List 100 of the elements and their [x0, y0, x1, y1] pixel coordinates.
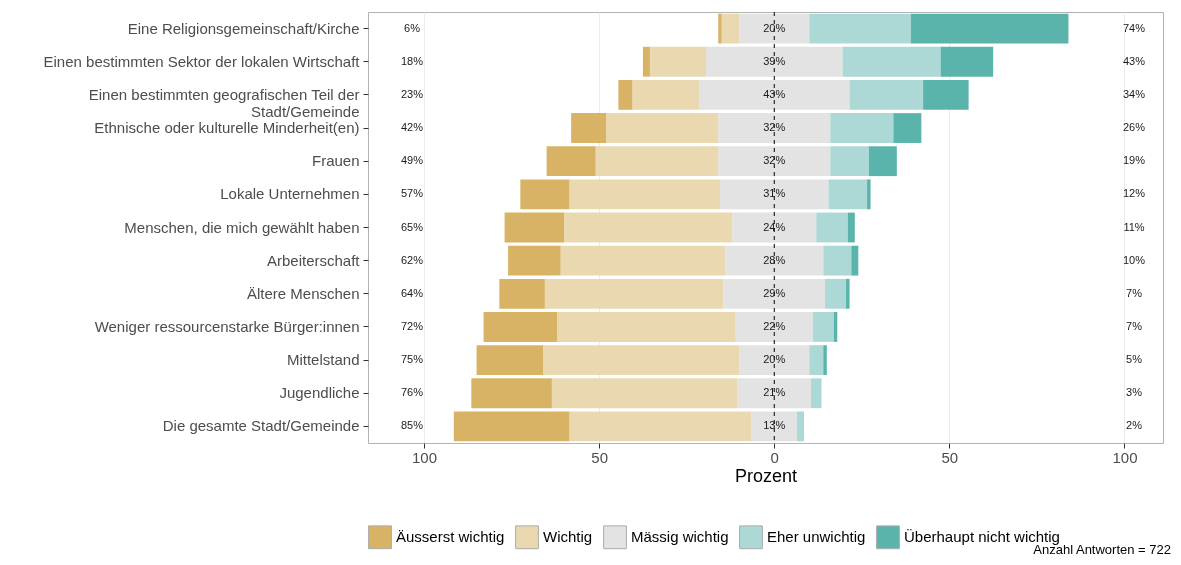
legend-label: Äusserst wichtig	[396, 528, 505, 546]
bar	[571, 113, 607, 143]
y-tick-label: Arbeiterschaft	[266, 251, 361, 269]
annotation: 49%	[400, 154, 424, 167]
annotation: 2%	[1126, 419, 1143, 432]
bar	[560, 245, 726, 276]
bar	[557, 312, 736, 342]
annotation: 20%	[763, 21, 786, 34]
bar	[851, 245, 859, 276]
bar	[618, 79, 633, 110]
annotation: 62%	[400, 253, 424, 266]
annotation: 42%	[400, 121, 424, 134]
bar	[564, 212, 733, 243]
bar	[476, 345, 544, 376]
bar	[816, 212, 848, 243]
annotation: 22%	[763, 319, 786, 332]
annotation: 31%	[763, 187, 786, 200]
x-tick-label: 0	[770, 448, 779, 466]
bar	[595, 146, 719, 177]
bar	[842, 46, 941, 77]
y-tick-label: Einen bestimmten geografischen Teil der Stadt/Gemeinde	[88, 85, 360, 120]
legend-label: Mässig wichtig	[631, 528, 729, 546]
bar	[471, 378, 552, 409]
bar	[504, 212, 565, 243]
x-tick-label: 50	[941, 448, 959, 466]
bar	[811, 378, 822, 409]
y-tick-label: Jugendliche	[279, 384, 360, 402]
y-tick-label: Die gesamte Stadt/Gemeinde	[162, 417, 360, 435]
annotation: 20%	[763, 353, 786, 366]
annotation: 5%	[1126, 353, 1143, 366]
x-tick-label: 50	[591, 448, 608, 466]
bar	[544, 278, 724, 309]
annotation: 7%	[1126, 286, 1143, 299]
bar	[812, 312, 834, 342]
y-tick-label: Einen bestimmten Sektor der lokalen Wirtschaft	[43, 52, 361, 70]
bar	[569, 179, 720, 210]
bar	[483, 312, 558, 342]
y-tick-label: Mittelstand	[286, 351, 360, 369]
y-tick-label: Ethnische oder kulturelle Minderheit(en)	[94, 119, 360, 137]
annotation: 43%	[763, 87, 786, 100]
bar	[868, 146, 897, 177]
annotation: 85%	[400, 419, 424, 432]
bar	[569, 411, 752, 442]
bar	[823, 245, 852, 276]
annotation: 57%	[400, 187, 424, 200]
annotation: 43%	[1122, 54, 1146, 67]
bar	[823, 345, 827, 376]
annotation: 13%	[763, 419, 786, 432]
bar	[632, 79, 699, 110]
bar	[543, 345, 740, 376]
annotation: 29%	[763, 286, 786, 299]
annotation: 10%	[1122, 253, 1146, 266]
bar	[910, 13, 1069, 44]
bar	[551, 378, 738, 409]
bar	[809, 345, 824, 376]
x-axis-title: Prozent	[734, 465, 798, 486]
bar	[809, 13, 911, 44]
annotation: 76%	[400, 386, 424, 399]
bar	[846, 278, 850, 309]
annotation: 64%	[400, 286, 424, 299]
annotation: 6%	[404, 21, 421, 34]
annotation: 32%	[763, 121, 786, 134]
bar	[508, 245, 561, 276]
y-tick-label: Lokale Unternehmen	[220, 185, 360, 203]
bar	[606, 113, 719, 143]
bar	[893, 113, 922, 143]
bar	[923, 79, 969, 110]
bar	[847, 212, 855, 243]
bar	[849, 79, 924, 110]
annotation: 74%	[1122, 21, 1146, 34]
annotation: 75%	[400, 353, 424, 366]
bar	[499, 278, 545, 309]
annotation: 12%	[1122, 187, 1146, 200]
y-tick-label: Eine Religionsgemeinschaft/Kirche	[127, 19, 360, 37]
bar	[797, 411, 805, 442]
bar	[830, 146, 869, 177]
bar	[546, 146, 596, 177]
annotation: 65%	[400, 220, 424, 233]
x-tick-label: 100	[1112, 448, 1138, 466]
annotation: 24%	[763, 220, 786, 233]
annotation: 34%	[1122, 87, 1146, 100]
bar	[825, 278, 847, 309]
y-tick-label: Menschen, die mich gewählt haben	[124, 218, 360, 236]
annotation: 7%	[1126, 319, 1143, 332]
bar	[830, 113, 894, 143]
annotation: 72%	[400, 319, 424, 332]
legend-label: Eher unwichtig	[767, 528, 866, 546]
bar	[520, 179, 570, 210]
bar	[649, 46, 706, 77]
legend-label: Wichtig	[543, 528, 593, 546]
bar	[721, 13, 740, 44]
annotation: 3%	[1126, 386, 1143, 399]
annotation: 23%	[400, 87, 424, 100]
bar	[642, 46, 650, 77]
y-tick-label: Ältere Menschen	[246, 284, 360, 302]
bar	[867, 179, 871, 210]
annotation: 19%	[1122, 154, 1146, 167]
bar	[718, 13, 722, 44]
annotation: 11%	[1123, 220, 1145, 233]
bar	[828, 179, 868, 210]
